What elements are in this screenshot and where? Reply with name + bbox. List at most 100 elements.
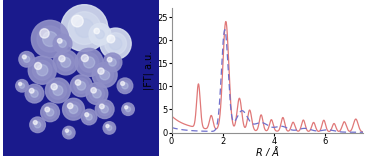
Circle shape — [61, 57, 71, 67]
Circle shape — [72, 15, 83, 27]
Circle shape — [105, 33, 127, 55]
Circle shape — [75, 19, 94, 37]
Circle shape — [45, 78, 70, 103]
Circle shape — [28, 56, 56, 84]
Circle shape — [95, 100, 114, 119]
Circle shape — [106, 124, 109, 128]
Circle shape — [68, 12, 101, 44]
Circle shape — [103, 53, 122, 72]
Circle shape — [125, 106, 128, 109]
Circle shape — [16, 80, 28, 92]
Circle shape — [29, 88, 34, 93]
Circle shape — [53, 50, 78, 75]
Circle shape — [84, 112, 94, 122]
Circle shape — [35, 62, 42, 70]
Circle shape — [65, 129, 69, 132]
Circle shape — [81, 109, 97, 125]
Circle shape — [59, 40, 66, 47]
Circle shape — [107, 35, 115, 43]
Circle shape — [83, 57, 95, 68]
Circle shape — [92, 27, 108, 42]
Circle shape — [70, 75, 92, 97]
Circle shape — [109, 37, 122, 50]
Circle shape — [19, 51, 34, 67]
Circle shape — [51, 84, 57, 90]
Circle shape — [75, 80, 81, 85]
Circle shape — [117, 78, 133, 94]
Circle shape — [66, 130, 71, 135]
Circle shape — [37, 65, 48, 76]
Circle shape — [23, 55, 26, 59]
Circle shape — [56, 37, 69, 50]
Circle shape — [122, 83, 128, 89]
Circle shape — [98, 68, 104, 74]
Circle shape — [46, 109, 54, 116]
Circle shape — [74, 78, 89, 93]
Circle shape — [21, 54, 32, 65]
X-axis label: R / Å: R / Å — [256, 147, 279, 156]
Circle shape — [20, 83, 24, 88]
Circle shape — [53, 34, 72, 53]
Circle shape — [61, 5, 108, 51]
Circle shape — [58, 39, 62, 43]
Circle shape — [106, 56, 119, 69]
Circle shape — [32, 119, 43, 130]
Circle shape — [93, 89, 101, 98]
Circle shape — [96, 30, 104, 39]
Circle shape — [69, 105, 78, 114]
Circle shape — [124, 105, 132, 114]
Circle shape — [94, 28, 100, 34]
Circle shape — [98, 103, 111, 116]
Circle shape — [100, 28, 131, 59]
Circle shape — [34, 122, 41, 128]
Circle shape — [57, 54, 75, 71]
Circle shape — [100, 104, 104, 109]
Circle shape — [86, 83, 108, 105]
Circle shape — [24, 56, 30, 62]
Circle shape — [63, 98, 85, 120]
Circle shape — [37, 26, 63, 52]
Circle shape — [89, 23, 111, 45]
Circle shape — [63, 126, 75, 139]
Circle shape — [125, 107, 131, 112]
Circle shape — [28, 87, 41, 100]
Circle shape — [44, 106, 56, 119]
Circle shape — [30, 117, 45, 133]
Circle shape — [75, 48, 103, 76]
Circle shape — [107, 57, 112, 62]
Circle shape — [42, 32, 58, 46]
Circle shape — [33, 120, 37, 124]
Circle shape — [65, 128, 73, 137]
Circle shape — [107, 125, 112, 130]
Circle shape — [53, 85, 63, 95]
Circle shape — [122, 103, 134, 115]
Circle shape — [31, 90, 38, 97]
Circle shape — [59, 56, 65, 62]
Circle shape — [101, 105, 108, 113]
Circle shape — [41, 103, 59, 122]
Circle shape — [85, 113, 89, 117]
Circle shape — [68, 103, 73, 109]
Circle shape — [91, 88, 96, 93]
Circle shape — [109, 59, 116, 66]
Circle shape — [49, 82, 67, 99]
Circle shape — [89, 86, 104, 101]
Circle shape — [120, 80, 130, 91]
Circle shape — [66, 102, 81, 117]
Circle shape — [105, 124, 114, 132]
Circle shape — [18, 82, 22, 85]
Circle shape — [92, 62, 117, 87]
Circle shape — [81, 55, 89, 62]
Circle shape — [40, 29, 49, 38]
Circle shape — [31, 20, 69, 58]
Circle shape — [86, 114, 92, 120]
Circle shape — [121, 81, 125, 85]
Circle shape — [103, 122, 115, 134]
Circle shape — [77, 81, 86, 90]
Circle shape — [100, 70, 110, 80]
Circle shape — [79, 53, 99, 72]
Circle shape — [45, 107, 49, 112]
Y-axis label: |FT| a.u.: |FT| a.u. — [144, 51, 154, 90]
Circle shape — [25, 84, 44, 103]
Circle shape — [18, 81, 26, 90]
